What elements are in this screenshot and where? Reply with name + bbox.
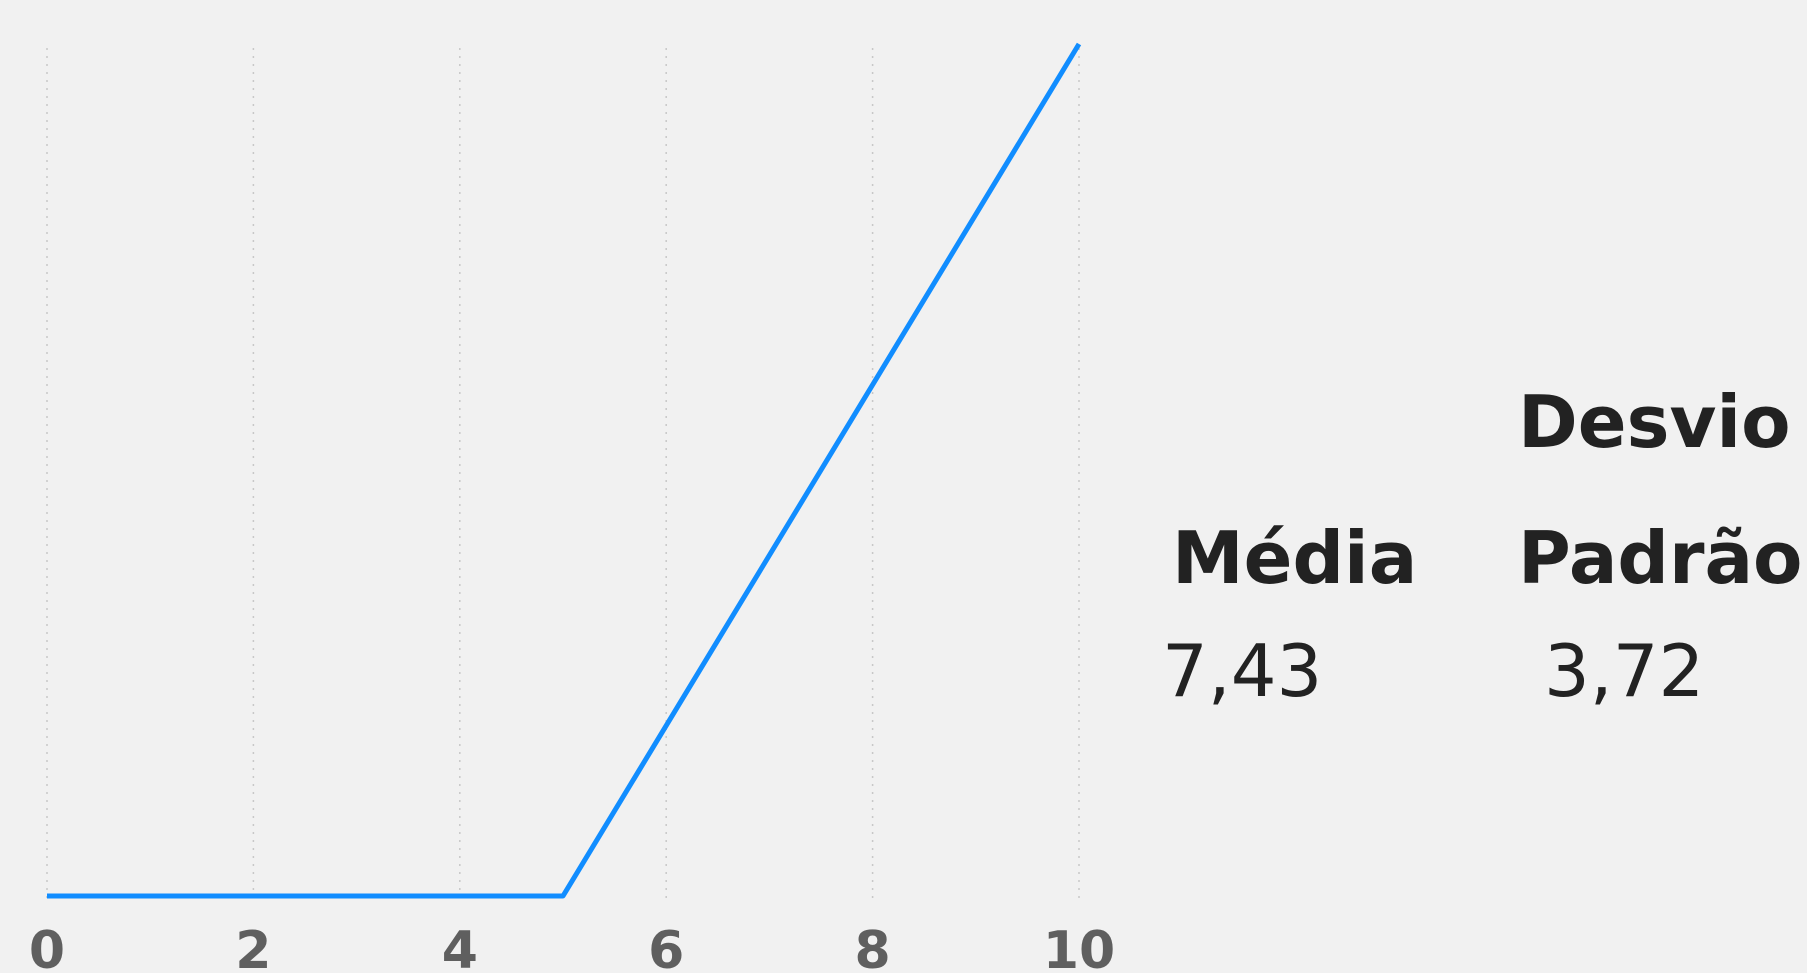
series-layer	[47, 42, 1082, 899]
kpi-desvio-label-line1: Desvio	[1518, 380, 1791, 464]
kpi-desvio-label-line2: Padrão	[1518, 516, 1803, 600]
kpi-media: Média 7,43	[1162, 490, 1418, 713]
x-tick-label: 8	[855, 921, 891, 973]
x-tick-label: 10	[1043, 921, 1115, 973]
kpi-desvio-padrao: Desvio Padrão 3,72	[1518, 354, 1803, 713]
x-tick-label: 2	[235, 921, 271, 973]
x-tick-label: 4	[442, 921, 478, 973]
series-line-0	[47, 42, 1082, 899]
kpi-media-label: Média	[1172, 516, 1418, 600]
kpi-media-value: 7,43	[1162, 629, 1323, 713]
gridlines	[46, 48, 1080, 902]
x-axis: 0 2 4 6 8 10	[29, 921, 1115, 973]
kpi-desvio-value: 3,72	[1544, 629, 1705, 713]
x-tick-label: 0	[29, 921, 65, 973]
cumulative-line-chart: 0 2 4 6 8 10	[29, 42, 1115, 973]
x-tick-label: 6	[648, 921, 684, 973]
